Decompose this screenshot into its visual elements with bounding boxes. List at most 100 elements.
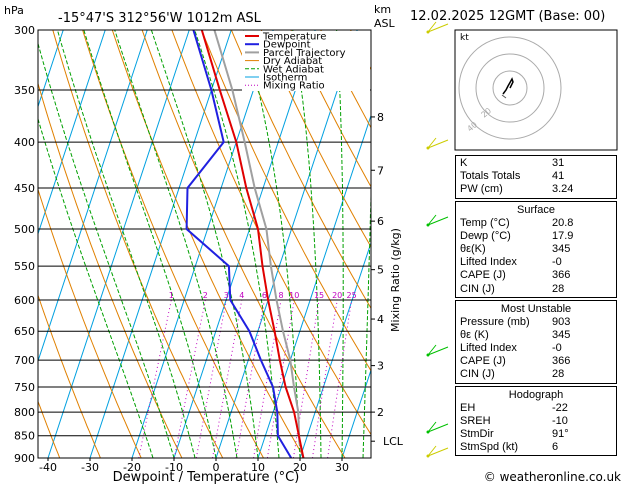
k-index-label: K — [460, 157, 468, 169]
legend-label: Temperature — [262, 32, 326, 43]
most-unstable-row: θε (K) 345 — [456, 329, 616, 342]
wind-barb — [427, 21, 449, 33]
mixing-ratio-label: 2 — [203, 291, 208, 300]
pressure-tick-label: 800 — [14, 406, 35, 419]
most-unstable-row-label: CIN (J) — [460, 368, 495, 381]
totals-totals-row: Totals Totals 41 — [456, 170, 616, 183]
height-tick-label: 3 — [377, 360, 384, 373]
pressure-tick-label: 500 — [14, 223, 35, 236]
surface-row-label: CIN (J) — [460, 282, 495, 295]
skewt-plot-area — [38, 30, 371, 458]
wind-barb — [427, 137, 449, 149]
hodograph-table-title: Hodograph — [508, 388, 564, 401]
most-unstable-row-value: 345 — [552, 328, 571, 341]
wind-barb-dot — [426, 430, 430, 434]
surface-row: CIN (J) 28 — [456, 283, 616, 296]
x-tick-label: -40 — [39, 461, 57, 474]
x-tick-label: -30 — [81, 461, 99, 474]
pressure-tick-label: 450 — [14, 182, 35, 195]
surface-row: θε(K) 345 — [456, 243, 616, 256]
wind-barb — [427, 421, 449, 433]
x-tick-label: 0 — [213, 461, 220, 474]
pressure-tick-label: 600 — [14, 294, 35, 307]
height-unit-label: km — [374, 3, 391, 16]
surface-row-label: θε(K) — [460, 242, 486, 255]
hodograph-table-row-label: StmSpd (kt) — [460, 441, 519, 454]
x-tick-label: 20 — [293, 461, 307, 474]
surface-row-label: Dewp (°C) — [460, 229, 511, 242]
hodograph-table-row-value: 91° — [552, 428, 569, 440]
surface-row: Temp (°C) 20.8 — [456, 217, 616, 230]
basic-indices-box: K 31 Totals Totals 41 PW (cm) 3.24 — [455, 155, 617, 199]
hodograph-table-row-label: EH — [460, 401, 476, 414]
pressure-tick-label: 700 — [14, 354, 35, 367]
surface-row: Lifted Index -0 — [456, 256, 616, 269]
isotherm-line — [38, 30, 106, 236]
pressure-unit-label: hPa — [4, 4, 24, 17]
most-unstable-row: Lifted Index -0 — [456, 342, 616, 355]
wind-barb-dot — [426, 353, 430, 357]
most-unstable-row: CIN (J) 28 — [456, 368, 616, 381]
height-tick-label: 8 — [377, 111, 384, 124]
surface-row-value: 20.8 — [552, 216, 574, 229]
hodograph-table-row-value: -10 — [552, 414, 568, 427]
legend-label: Dry Adiabat — [263, 56, 322, 67]
plot-frame — [37, 29, 372, 459]
legend-label: Mixing Ratio — [263, 81, 325, 92]
surface-row-value: 366 — [552, 269, 571, 282]
surface-row-value: 345 — [552, 242, 571, 255]
pressure-tick-label: 850 — [14, 430, 35, 443]
mixing-ratio-label: 3 — [224, 291, 229, 300]
surface-row-value: 28 — [552, 282, 565, 295]
k-index-value: 31 — [552, 157, 565, 169]
pw-label: PW (cm) — [460, 183, 503, 196]
legend-label: Isotherm — [263, 73, 307, 84]
location-title: -15°47'S 312°56'W 1012m ASL — [58, 11, 262, 26]
height-tick-label: 5 — [377, 264, 384, 277]
wind-barb-dot — [426, 454, 430, 458]
isotherm-line — [38, 30, 148, 363]
totals-totals-label: Totals Totals — [460, 170, 521, 183]
dewpoint-line — [185, 30, 293, 458]
hodograph-trace — [502, 77, 514, 95]
mixing-ratio-label: 8 — [278, 291, 283, 300]
hodograph-table-box: Hodograph EH -22 SREH -10 StmDir 91° StmSpd… — [455, 385, 617, 457]
wind-barb — [427, 445, 449, 457]
wind-barb — [427, 344, 449, 356]
surface-box: Surface Temp (°C) 20.8 Dewp (°C) 17.9 θε(K… — [455, 200, 617, 298]
most-unstable-row: CAPE (J) 366 — [456, 355, 616, 368]
parcel-trajectory-line — [213, 30, 305, 458]
wind-barb-dot — [426, 30, 430, 34]
wind-barb-dot — [426, 223, 430, 227]
most-unstable-title: Most Unstable — [500, 302, 572, 315]
mixing-ratio-label: 25 — [346, 291, 356, 300]
most-unstable-row-label: Lifted Index — [460, 342, 517, 355]
pressure-tick-label: 400 — [14, 136, 35, 149]
mixing-ratio-labels: 1 2 3 4 6 8 10 15 20 25 — [169, 291, 357, 300]
hodograph-table-row-label: SREH — [460, 414, 491, 427]
temperature-line — [200, 30, 305, 458]
k-index-row: K 31 — [456, 157, 616, 170]
most-unstable-row-label: θε (K) — [460, 328, 489, 341]
height-unit-sublabel: ASL — [374, 17, 396, 30]
height-axis-labels: 8 7 6 5 4 3 2 LCL — [371, 111, 404, 448]
temperature-axis-labels: -40 -30 -20 -10 0 10 20 30 — [39, 458, 349, 474]
hodograph-unit-label: kt — [460, 33, 469, 43]
most-unstable-box: Most Unstable Pressure (mb) 903 θε (K) 345… — [455, 299, 617, 384]
hodograph-table-row-value: 6 — [552, 441, 559, 454]
mixing-ratio-label: 10 — [289, 291, 299, 300]
surface-title: Surface — [517, 203, 555, 216]
isotherm-line — [38, 30, 64, 109]
surface-row: CAPE (J) 366 — [456, 269, 616, 282]
legend-label: Parcel Trajectory — [263, 48, 346, 59]
hodograph-table-row-value: -22 — [552, 401, 568, 414]
height-tick-label: LCL — [383, 435, 404, 448]
most-unstable-row-label: CAPE (J) — [460, 355, 506, 368]
pw-row: PW (cm) 3.24 — [456, 183, 616, 196]
legend-label: Wet Adiabat — [263, 64, 324, 75]
totals-totals-value: 41 — [552, 170, 565, 183]
surface-row-label: Lifted Index — [460, 256, 517, 269]
surface-row-label: Temp (°C) — [460, 216, 510, 229]
most-unstable-row-value: 28 — [552, 368, 565, 381]
